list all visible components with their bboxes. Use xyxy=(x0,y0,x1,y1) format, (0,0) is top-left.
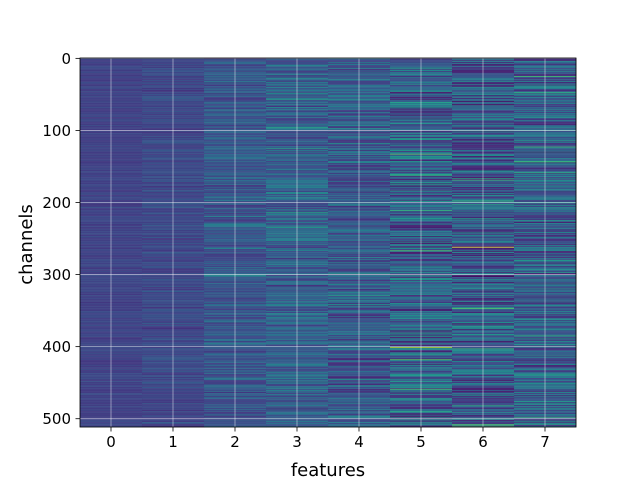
x-tick-label: 7 xyxy=(540,433,550,451)
x-tick-label: 5 xyxy=(416,433,426,451)
y-tick-label: 200 xyxy=(42,194,71,212)
x-tick-label: 3 xyxy=(292,433,302,451)
plot-frame xyxy=(79,57,577,428)
x-tick-label: 2 xyxy=(230,433,240,451)
x-tick-label: 0 xyxy=(106,433,116,451)
x-tick-label: 6 xyxy=(478,433,488,451)
gridlines xyxy=(80,57,576,427)
x-axis-ticks: 0 1 2 3 4 5 6 7 xyxy=(106,427,550,451)
x-tick-label: 4 xyxy=(354,433,364,451)
y-tick-label: 500 xyxy=(42,410,71,428)
y-axis-ticks: 0 100 200 300 400 500 xyxy=(42,50,80,428)
plot-area xyxy=(80,58,577,428)
y-tick-label: 400 xyxy=(42,338,71,356)
y-tick-label: 0 xyxy=(61,50,71,68)
y-tick-label: 100 xyxy=(42,122,71,140)
x-tick-label: 1 xyxy=(168,433,178,451)
y-axis-label: channels xyxy=(16,204,37,285)
x-axis-label: features xyxy=(291,460,365,480)
y-tick-label: 300 xyxy=(42,266,71,284)
